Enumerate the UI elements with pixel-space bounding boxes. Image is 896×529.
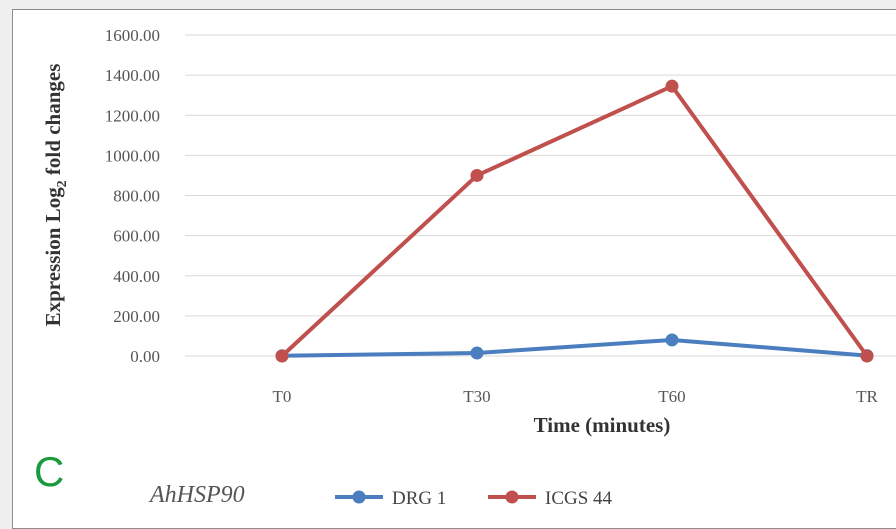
gene-label: AhHSP90	[148, 482, 245, 508]
y-tick-label: 0.00	[130, 347, 160, 366]
y-axis-title-subscript: 2	[55, 180, 70, 187]
legend-item: ICGS 44	[488, 488, 613, 509]
series-lines	[275, 79, 874, 363]
data-point	[665, 79, 679, 93]
y-tick-label: 400.00	[113, 267, 160, 286]
y-tick-label: 1200.00	[105, 106, 160, 125]
y-axis-title-tail: fold changes	[41, 64, 65, 181]
legend-swatch-marker	[505, 490, 519, 504]
x-tick-label: TR	[856, 387, 878, 406]
panel-letter: C	[34, 448, 64, 495]
legend: DRG 1 ICGS 44	[335, 488, 613, 509]
y-axis-title: Expression Log2 fold changes	[41, 64, 70, 327]
x-tick-label: T30	[463, 387, 490, 406]
data-point	[470, 346, 484, 360]
y-tick-labels: 0.00 200.00 400.00 600.00 800.00 1000.00 1200.…	[105, 26, 160, 366]
series-line	[281, 337, 868, 358]
y-tick-label: 1400.00	[105, 66, 160, 85]
y-tick-label: 1600.00	[105, 26, 160, 45]
data-point	[665, 333, 679, 347]
y-tick-label: 1000.00	[105, 146, 160, 165]
legend-item: DRG 1	[335, 488, 446, 509]
x-axis-title: Time (minutes)	[534, 413, 671, 437]
chart-frame	[12, 9, 896, 529]
y-tick-label: 200.00	[113, 307, 160, 326]
data-point	[470, 168, 484, 182]
y-tick-label: 600.00	[113, 227, 160, 246]
data-point	[275, 349, 289, 363]
chart-svg: 0.00 200.00 400.00 600.00 800.00 1000.00 1200.…	[34, 26, 896, 509]
x-tick-label: T0	[273, 387, 292, 406]
grid-lines	[185, 34, 896, 357]
y-tick-label: 800.00	[113, 187, 160, 206]
series-0	[275, 333, 874, 363]
y-axis-title-main: Expression Log	[41, 187, 65, 327]
legend-swatch-marker	[352, 490, 366, 504]
series-1	[275, 79, 874, 363]
x-tick-label: T60	[658, 387, 685, 406]
series-line	[280, 84, 869, 358]
legend-label: ICGS 44	[545, 488, 613, 509]
data-point	[860, 349, 874, 363]
x-tick-labels: T0 T30 T60 TR	[273, 387, 879, 406]
legend-label: DRG 1	[392, 488, 446, 509]
